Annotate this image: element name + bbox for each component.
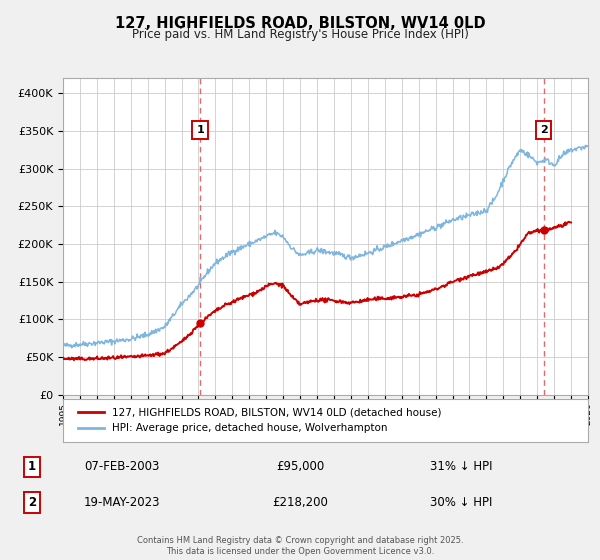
Text: 1: 1 bbox=[28, 460, 36, 473]
Text: 30% ↓ HPI: 30% ↓ HPI bbox=[430, 496, 493, 509]
Text: 31% ↓ HPI: 31% ↓ HPI bbox=[430, 460, 493, 473]
Text: £95,000: £95,000 bbox=[276, 460, 324, 473]
Text: 2: 2 bbox=[28, 496, 36, 509]
Legend: 127, HIGHFIELDS ROAD, BILSTON, WV14 0LD (detached house), HPI: Average price, de: 127, HIGHFIELDS ROAD, BILSTON, WV14 0LD … bbox=[73, 404, 446, 437]
Text: 2: 2 bbox=[540, 125, 548, 134]
Text: £218,200: £218,200 bbox=[272, 496, 328, 509]
Text: 19-MAY-2023: 19-MAY-2023 bbox=[83, 496, 160, 509]
Text: Price paid vs. HM Land Registry's House Price Index (HPI): Price paid vs. HM Land Registry's House … bbox=[131, 28, 469, 41]
Text: 07-FEB-2003: 07-FEB-2003 bbox=[84, 460, 159, 473]
Text: Contains HM Land Registry data © Crown copyright and database right 2025.
This d: Contains HM Land Registry data © Crown c… bbox=[137, 536, 463, 556]
Text: 1: 1 bbox=[196, 125, 204, 134]
Text: 127, HIGHFIELDS ROAD, BILSTON, WV14 0LD: 127, HIGHFIELDS ROAD, BILSTON, WV14 0LD bbox=[115, 16, 485, 31]
